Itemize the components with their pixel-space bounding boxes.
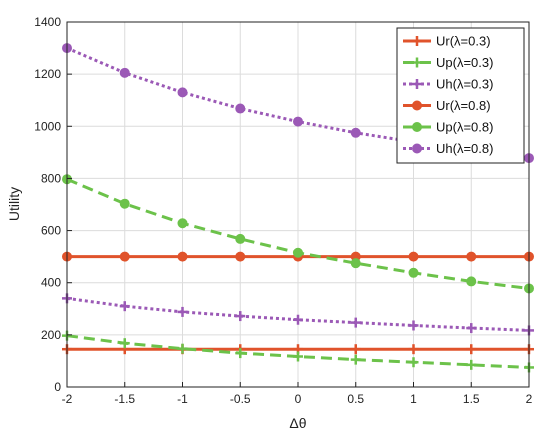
legend-item: Up(λ=0.8)	[403, 120, 493, 135]
legend-marker	[412, 57, 422, 68]
y-tick-label: 0	[54, 380, 61, 394]
data-point	[177, 218, 188, 229]
legend-marker	[412, 36, 422, 46]
data-point	[235, 233, 246, 244]
data-point	[293, 351, 303, 362]
x-tick-label: 2	[526, 392, 533, 406]
data-point	[119, 67, 130, 78]
y-tick-label: 600	[41, 224, 61, 238]
series-3	[62, 293, 534, 336]
y-axis-label: Utility	[6, 187, 22, 221]
data-point	[350, 354, 361, 365]
legend-label: Uh(λ=0.8)	[436, 141, 493, 156]
data-point	[466, 251, 477, 262]
x-tick-label: 0	[295, 392, 302, 406]
y-tick-label: 1200	[34, 67, 61, 81]
data-point	[350, 127, 361, 138]
series-line	[66, 296, 530, 332]
y-tick-label: 1000	[34, 119, 61, 133]
data-point	[119, 251, 130, 262]
data-point	[350, 344, 361, 355]
data-point	[466, 344, 477, 355]
data-point	[119, 301, 130, 312]
legend-marker	[412, 143, 422, 154]
legend: Ur(λ=0.3) Up(λ=0.3) Uh(λ=0.3) Ur(λ=0.8) Up(λ…	[396, 27, 525, 164]
legend-marker	[412, 100, 422, 111]
data-point	[119, 198, 130, 209]
data-point	[293, 247, 303, 258]
data-point	[408, 320, 419, 331]
legend-label: Ur(λ=0.3)	[436, 34, 491, 49]
data-point	[408, 357, 419, 368]
data-point	[235, 251, 246, 262]
x-tick-label: 1	[410, 392, 417, 406]
x-tick-label: 0.5	[347, 392, 364, 406]
data-point	[408, 267, 419, 278]
data-point	[408, 344, 419, 355]
x-tick-label: -0.5	[230, 392, 251, 406]
series-6	[62, 43, 534, 164]
legend-item: Ur(λ=0.3)	[403, 34, 491, 49]
data-point	[177, 251, 188, 262]
data-point	[235, 348, 246, 359]
data-point	[235, 311, 246, 322]
y-tick-label: 400	[41, 276, 61, 290]
data-point	[119, 338, 130, 349]
legend-item: Uh(λ=0.8)	[403, 141, 493, 156]
data-point	[177, 87, 188, 98]
x-tick-label: 1.5	[463, 392, 480, 406]
data-point	[466, 359, 477, 370]
legend-item: Up(λ=0.3)	[403, 55, 493, 70]
data-point	[293, 116, 303, 127]
data-point	[350, 258, 361, 269]
x-axis-label: Δθ	[289, 415, 306, 431]
x-tick-label: -1	[177, 392, 188, 406]
legend-box	[396, 27, 525, 164]
x-tick-label: -1.5	[114, 392, 135, 406]
data-point	[177, 343, 188, 354]
data-point	[235, 103, 246, 114]
data-point	[177, 306, 188, 317]
y-tick-label: 800	[41, 171, 61, 185]
data-point	[408, 251, 419, 262]
legend-label: Ur(λ=0.8)	[436, 98, 491, 113]
data-point	[350, 317, 361, 328]
y-tick-label: 1400	[34, 15, 61, 29]
legend-item: Ur(λ=0.8)	[403, 98, 491, 113]
series-line	[66, 334, 530, 369]
data-point	[293, 314, 303, 325]
legend-label: Up(λ=0.8)	[436, 120, 493, 135]
data-point	[466, 323, 477, 334]
y-tick-label: 200	[41, 328, 61, 342]
legend-marker	[412, 79, 422, 89]
x-tick-label: -2	[62, 392, 73, 406]
legend-item: Uh(λ=0.3)	[403, 77, 493, 92]
legend-marker	[412, 122, 422, 132]
legend-label: Up(λ=0.3)	[436, 55, 493, 70]
legend-label: Uh(λ=0.3)	[436, 77, 493, 92]
ticks: -2 -1.5 -1 -0.5 0 0.5 1 1.5 2 0 200 400 600 800 1000 12…	[34, 15, 532, 406]
data-point	[466, 276, 477, 287]
